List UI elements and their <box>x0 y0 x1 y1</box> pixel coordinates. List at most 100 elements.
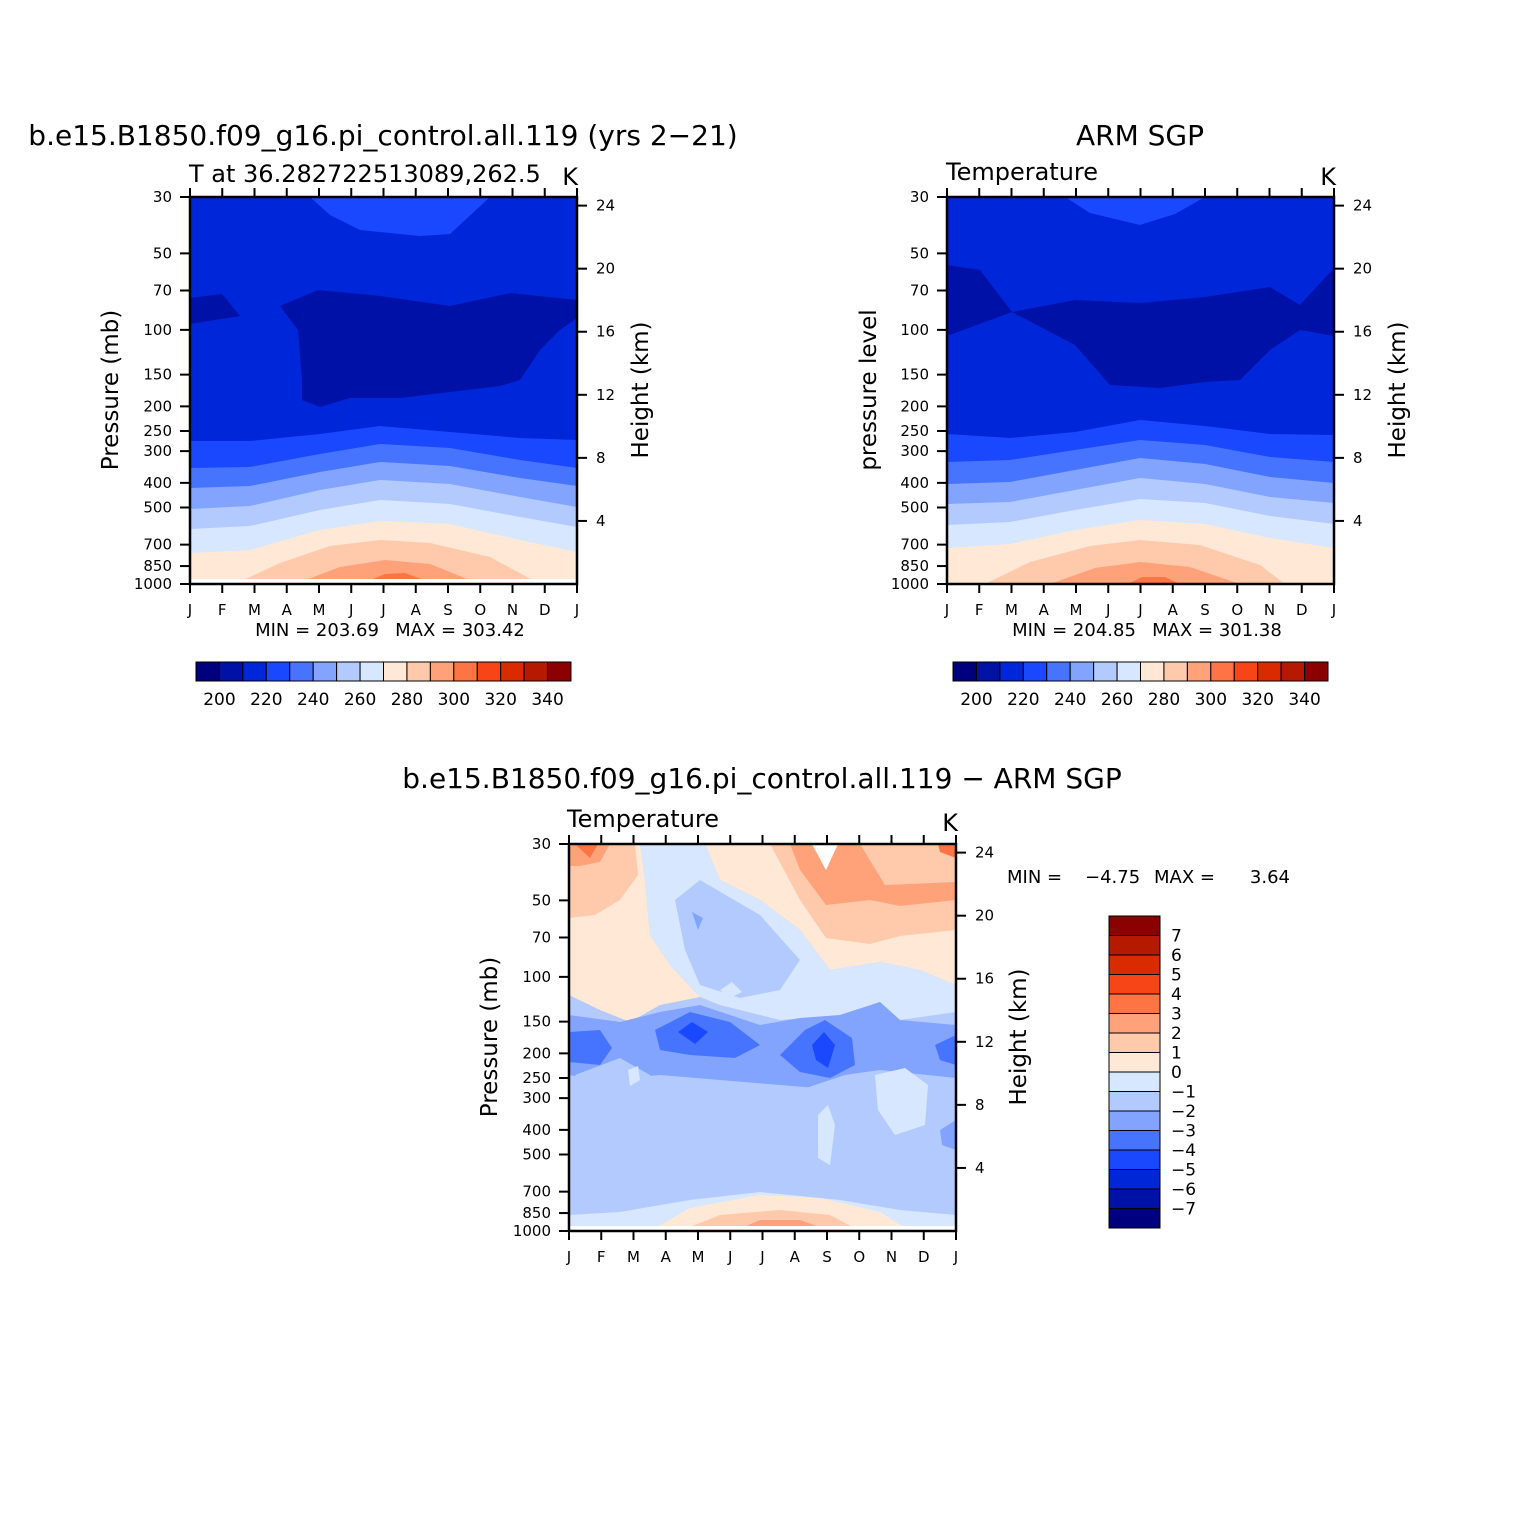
pressure-tick-label: 250 <box>900 422 929 440</box>
colorbar-label: 3 <box>1171 1005 1182 1025</box>
pressure-tick-label: 300 <box>522 1089 551 1107</box>
colorbar-label: 300 <box>438 690 470 710</box>
pressure-tick-label: 100 <box>900 321 929 339</box>
colorbar-swatch <box>1140 661 1165 682</box>
colorbar-swatch <box>1108 1032 1161 1053</box>
diff-neutral-lower-right <box>875 1068 928 1135</box>
month-tick-label: J <box>1331 601 1336 619</box>
month-tick-label: J <box>187 601 192 619</box>
colorbar-swatch <box>1210 661 1235 682</box>
month-tick-label: A <box>1168 601 1179 619</box>
diff-cool-lowest-mid <box>640 1140 720 1200</box>
colorbar-label: −6 <box>1171 1180 1196 1200</box>
colorbar-swatch <box>289 661 314 682</box>
colorbar-label: 340 <box>1288 690 1320 710</box>
month-tick-label: M <box>1005 601 1018 619</box>
month-tick-label: M <box>248 601 261 619</box>
height-tick-label: 8 <box>1353 449 1363 467</box>
diff-coldest-sep <box>812 1032 835 1068</box>
month-tick-label: J <box>566 1248 571 1266</box>
height-tick-label: 12 <box>1353 386 1372 404</box>
month-tick-label: J <box>944 601 949 619</box>
panel-diff-subtitle: Temperature <box>566 805 719 833</box>
month-tick-label: N <box>507 601 518 619</box>
colorbar-label: 4 <box>1171 985 1182 1005</box>
colorbar-swatch <box>1108 1013 1161 1034</box>
colorbar-swatch <box>547 661 572 682</box>
month-tick-label: F <box>975 601 984 619</box>
height-tick-label: 20 <box>975 907 994 925</box>
diff-warm-corner-left <box>575 844 598 858</box>
colorbar-label: 280 <box>391 690 423 710</box>
height-tick-label: 24 <box>975 844 994 862</box>
model-max-label: MAX = 303.42 <box>395 620 525 641</box>
pressure-tick-label: 100 <box>143 321 172 339</box>
colorbar-swatch <box>999 661 1024 682</box>
pressure-tick-label: 850 <box>522 1204 551 1222</box>
diff-coldest-may <box>678 1022 708 1044</box>
pressure-tick-label: 500 <box>900 499 929 517</box>
height-tick-label: 4 <box>1353 512 1363 530</box>
colorbar-swatch <box>1046 661 1071 682</box>
pressure-tick-label: 500 <box>522 1146 551 1164</box>
colorbar-label: 260 <box>344 690 376 710</box>
obs-colorbar: 200 220 240 260 280 300 320 340 <box>952 661 1329 710</box>
month-tick-label: A <box>411 601 422 619</box>
panel-diff: b.e15.B1850.f09_g16.pi_control.all.119 −… <box>402 762 1290 1266</box>
model-band-cold-left <box>190 294 240 324</box>
month-tick-label: M <box>692 1248 705 1266</box>
colorbar-swatch <box>429 661 455 682</box>
colorbar-swatch <box>1093 661 1118 682</box>
colorbar-swatch <box>265 661 291 682</box>
model-colorbar: 200 220 240 260 280 300 320 340 <box>195 661 572 710</box>
colorbar-swatch <box>952 661 977 682</box>
colorbar-swatch <box>1108 1149 1161 1170</box>
pressure-tick-label: 30 <box>910 188 929 206</box>
colorbar-swatch <box>383 661 408 682</box>
colorbar-swatch <box>1108 974 1161 995</box>
model-band-cold-core <box>280 290 577 407</box>
model-axes: J F M A M J J A S O N D J 30 50 70 100 150 200 250 300 400 500… <box>134 188 615 619</box>
month-tick-label: M <box>627 1248 640 1266</box>
month-tick-label: F <box>597 1248 606 1266</box>
model-band-top-warm <box>310 197 490 236</box>
diff-cold-right <box>935 1035 956 1065</box>
diff-neutral-spot <box>720 982 742 998</box>
month-tick-label: O <box>1231 601 1243 619</box>
colorbar-swatch <box>1108 954 1161 975</box>
pressure-tick-label: 700 <box>143 536 172 554</box>
pressure-tick-label: 50 <box>532 891 551 909</box>
diff-neutral-lower-spot <box>628 1066 640 1086</box>
height-tick-label: 24 <box>596 197 615 215</box>
colorbar-label: 240 <box>297 690 329 710</box>
month-tick-label: S <box>443 601 453 619</box>
height-tick-label: 12 <box>596 386 615 404</box>
colorbar-swatch <box>476 661 502 682</box>
month-tick-label: A <box>790 1248 801 1266</box>
colorbar-label: −7 <box>1171 1200 1196 1220</box>
colorbar-swatch <box>1108 1110 1161 1131</box>
height-tick-label: 20 <box>1353 260 1372 278</box>
obs-ylabel-right: Height (km) <box>1385 321 1411 458</box>
colorbar-swatch <box>1186 661 1212 682</box>
obs-band-300 <box>985 540 1285 584</box>
panel-model-units: K <box>562 163 579 191</box>
model-min-label: MIN = 203.69 <box>255 620 379 641</box>
pressure-tick-label: 850 <box>900 557 929 575</box>
month-tick-label: J <box>759 1248 764 1266</box>
diff-min-label: MIN = <box>1007 867 1062 888</box>
panel-diff-title: b.e15.B1850.f09_g16.pi_control.all.119 −… <box>402 762 1121 795</box>
colorbar-label: 320 <box>484 690 516 710</box>
pressure-tick-label: 100 <box>522 968 551 986</box>
month-tick-label: D <box>918 1248 930 1266</box>
diff-warm-corner <box>938 844 956 858</box>
month-tick-label: S <box>822 1248 832 1266</box>
model-band-310 <box>295 560 480 584</box>
colorbar-swatch <box>406 661 431 682</box>
month-tick-label: D <box>1296 601 1308 619</box>
colorbar-swatch <box>1108 915 1161 936</box>
pressure-tick-label: 700 <box>522 1183 551 1201</box>
colorbar-swatch <box>242 661 267 682</box>
panel-model: b.e15.B1850.f09_g16.pi_control.all.119 (… <box>28 119 737 710</box>
month-tick-label: J <box>727 1248 732 1266</box>
